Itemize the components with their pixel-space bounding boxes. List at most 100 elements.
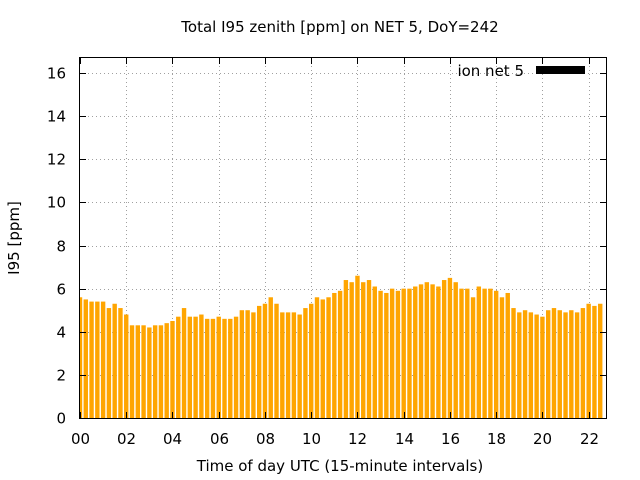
- bar: [488, 288, 493, 418]
- bar: [233, 316, 239, 418]
- y-tick-label: 4: [56, 324, 66, 342]
- bar: [268, 297, 273, 418]
- bar: [366, 280, 372, 418]
- x-tick-label: 00: [71, 430, 90, 448]
- bar: [112, 303, 117, 418]
- bar: [540, 316, 545, 418]
- bar: [164, 323, 169, 418]
- bar: [592, 305, 597, 418]
- bar: [297, 314, 302, 418]
- bar: [199, 314, 204, 418]
- x-tick-label: 06: [210, 430, 229, 448]
- bar: [147, 327, 152, 418]
- bar: [355, 275, 360, 418]
- bar: [251, 312, 256, 418]
- bar: [129, 325, 135, 418]
- bar: [574, 312, 580, 418]
- bar: [332, 292, 337, 418]
- chart-title: Total I95 zenith [ppm] on NET 5, DoY=242: [180, 18, 498, 36]
- bar: [407, 288, 412, 418]
- bar: [291, 312, 297, 418]
- bar: [413, 286, 418, 418]
- bar: [204, 318, 210, 418]
- y-tick-label: 8: [56, 238, 66, 256]
- bar: [465, 288, 470, 418]
- bar: [170, 320, 175, 418]
- bar-series: [80, 275, 603, 418]
- bar: [245, 310, 250, 418]
- bar: [447, 277, 453, 418]
- bar: [118, 308, 123, 418]
- bar: [152, 325, 158, 418]
- bar: [384, 292, 389, 418]
- bar: [343, 280, 349, 418]
- bar: [476, 286, 482, 418]
- bar: [586, 303, 591, 418]
- y-tick-label: 0: [56, 410, 66, 428]
- bar: [228, 318, 233, 418]
- bar: [459, 288, 464, 418]
- bar: [83, 299, 88, 418]
- bar: [569, 310, 574, 418]
- bar: [106, 308, 112, 418]
- y-axis-label: I95 [ppm]: [5, 201, 23, 275]
- bar: [522, 310, 528, 418]
- y-tick-label: 2: [56, 367, 66, 385]
- y-tick-label: 6: [56, 281, 66, 299]
- bar: [470, 297, 476, 418]
- bar: [505, 292, 510, 418]
- bar: [551, 308, 557, 418]
- bar: [309, 303, 314, 418]
- bar: [80, 297, 83, 418]
- bar: [453, 282, 458, 418]
- bar: [557, 310, 562, 418]
- bar: [193, 316, 198, 418]
- bar: [378, 290, 383, 418]
- bar: [528, 312, 534, 418]
- bar: [320, 299, 325, 418]
- bar: [563, 312, 568, 418]
- bar: [239, 310, 245, 418]
- legend-label: ion net 5: [457, 62, 524, 80]
- bar: [534, 314, 539, 418]
- bar: [89, 301, 94, 418]
- bar: [280, 312, 285, 418]
- bar: [395, 290, 401, 418]
- bar: [274, 303, 279, 418]
- bar: [262, 303, 268, 418]
- x-tick-label: 04: [163, 430, 182, 448]
- plot-frame: [79, 57, 607, 419]
- x-tick-label: 14: [395, 430, 414, 448]
- y-tick-label: 14: [47, 108, 66, 126]
- bar: [493, 290, 499, 418]
- bar: [511, 308, 516, 418]
- bar: [441, 280, 447, 418]
- y-tick-label: 16: [47, 65, 66, 83]
- bar: [303, 308, 308, 418]
- bar: [216, 316, 221, 418]
- y-tick-label: 10: [47, 194, 66, 212]
- y-tick-label: 12: [47, 151, 66, 169]
- x-axis-label: Time of day UTC (15-minute intervals): [196, 457, 483, 475]
- bar: [285, 312, 291, 418]
- legend-swatch: [536, 66, 585, 74]
- bar: [598, 303, 603, 418]
- bar: [499, 297, 505, 418]
- x-tick-label: 12: [348, 430, 367, 448]
- bar: [418, 284, 424, 418]
- y-tick-labels: 0 2 4 6 8 10 12 14 16: [47, 65, 66, 428]
- x-tick-label: 16: [441, 430, 460, 448]
- x-tick-label: 22: [580, 430, 599, 448]
- x-tick-label: 02: [117, 430, 136, 448]
- bar: [349, 282, 354, 418]
- bar: [482, 288, 487, 418]
- axis-ticks: [80, 58, 606, 419]
- bar: [141, 325, 146, 418]
- bar: [210, 318, 216, 418]
- bar: [176, 316, 181, 418]
- bar: [436, 286, 441, 418]
- bar: [372, 286, 377, 418]
- bar: [181, 308, 187, 418]
- bar: [158, 325, 164, 418]
